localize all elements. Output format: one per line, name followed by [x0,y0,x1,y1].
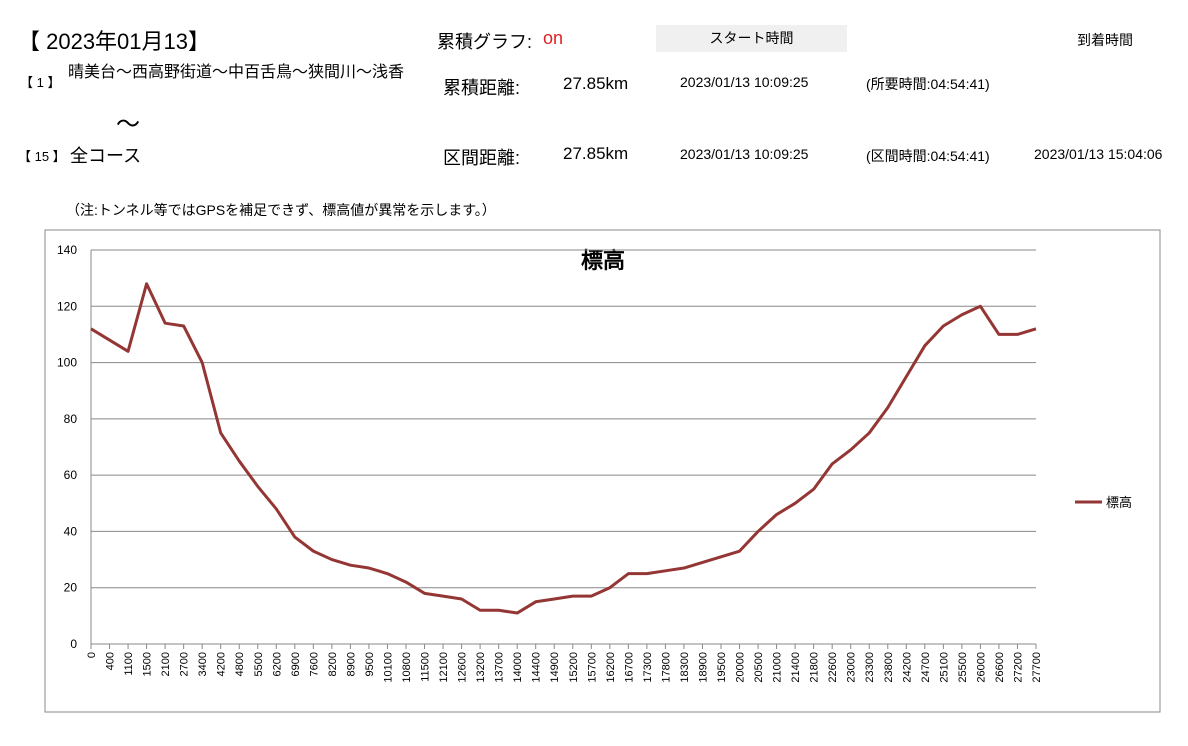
x-tick-label: 22600 [827,652,839,683]
x-tick-label: 19500 [716,652,728,683]
x-tick-label: 23800 [883,652,895,683]
start-time-label: スタート時間 [656,25,847,52]
x-tick-label: 10100 [382,652,394,683]
arrival-time-label: 到着時間 [1077,32,1133,48]
x-tick-label: 10800 [401,652,413,683]
start: 2023/01/13 10:09:25 [680,74,809,90]
x-tick-label: 8200 [327,652,339,676]
distance: 27.85km [563,74,629,93]
start: 2023/01/13 10:09:25 [680,146,809,162]
x-tick-label: 8900 [345,652,357,676]
x-tick-label: 7600 [308,652,320,676]
x-tick-label: 24700 [920,652,932,683]
y-tick-label: 120 [57,299,77,313]
from-name: 晴美台～西高野街道～中百舌鳥～狭間川～浅香 [68,64,405,81]
y-tick-label: 40 [64,524,78,538]
x-tick-label: 15700 [586,652,598,683]
x-tick-label: 9500 [364,652,376,676]
x-tick-label: 11500 [420,652,432,682]
y-tick-label: 80 [64,412,78,426]
x-tick-label: 20000 [735,652,747,683]
x-tick-label: 21400 [790,652,802,683]
chart-title: 標高 [581,248,625,273]
x-tick-label: 12600 [457,652,469,683]
graph-label: 累積グラフ: [437,32,533,52]
x-tick-label: 3400 [197,652,209,676]
y-tick-label: 60 [64,468,78,482]
x-tick-label: 4200 [216,652,228,676]
x-tick-label: 5500 [253,652,265,676]
x-tick-label: 26000 [975,652,987,683]
x-tick-label: 25500 [957,652,969,683]
x-tick-label: 20500 [753,652,765,683]
x-tick-label: 24200 [901,652,913,683]
x-tick-label: 26600 [994,652,1006,683]
x-tick-label: 17300 [642,652,654,683]
x-tick-label: 400 [105,652,117,670]
x-tick-label: 16700 [623,652,635,683]
distance: 27.85km [563,144,629,163]
x-tick-label: 21000 [772,652,784,683]
x-tick-label: 14900 [549,652,561,683]
legend-label: 標高 [1106,495,1132,510]
arrival: 2023/01/13 15:04:06 [1034,146,1163,162]
y-tick-label: 140 [57,243,77,257]
note: （注:トンネル等ではGPSを補足できず、標高値が異常を示します。） [66,202,496,218]
x-tick-label: 18900 [697,652,709,683]
graph-value: on [543,28,564,48]
x-tick-label: 0 [86,652,98,658]
x-tick-label: 1100 [123,652,135,676]
to-index: 【 15 】 [18,149,66,164]
x-tick-label: 13700 [494,652,506,683]
tilde: ～ [116,111,140,138]
x-tick-label: 27700 [1031,652,1043,683]
x-tick-label: 17800 [660,652,672,683]
x-tick-label: 15200 [568,652,580,683]
chart-border [44,229,1161,713]
duration: (所要時間:04:54:41) [866,76,990,92]
x-tick-label: 14400 [531,652,543,683]
x-tick-label: 27200 [1012,652,1024,683]
x-tick-label: 6200 [271,652,283,676]
x-tick-label: 16200 [605,652,617,683]
x-tick-label: 21800 [809,652,821,683]
x-tick-label: 23000 [846,652,858,683]
duration: (区間時間:04:54:41) [866,148,990,164]
x-tick-label: 14000 [512,652,524,683]
y-tick-label: 20 [64,581,78,595]
x-tick-label: 6900 [290,652,302,676]
x-tick-label: 2100 [160,652,172,676]
from-index: 【 1 】 [20,75,61,90]
x-tick-label: 18300 [679,652,691,683]
line [90,282,1037,615]
x-tick-label: 4800 [234,652,246,676]
x-tick-label: 23300 [864,652,876,683]
row-label: 累積距離: [443,78,521,98]
date: 【 2023年01月13】 [18,29,210,54]
row-label: 区間距離: [443,148,521,168]
x-tick-label: 1500 [142,652,154,676]
x-tick-label: 12100 [438,652,450,683]
x-tick-label: 13200 [475,652,487,683]
x-tick-label: 2700 [179,652,191,676]
to-name: 全コース [70,146,142,166]
y-tick-label: 100 [57,356,77,370]
y-tick-label: 0 [70,637,77,651]
x-tick-label: 25100 [938,652,950,683]
